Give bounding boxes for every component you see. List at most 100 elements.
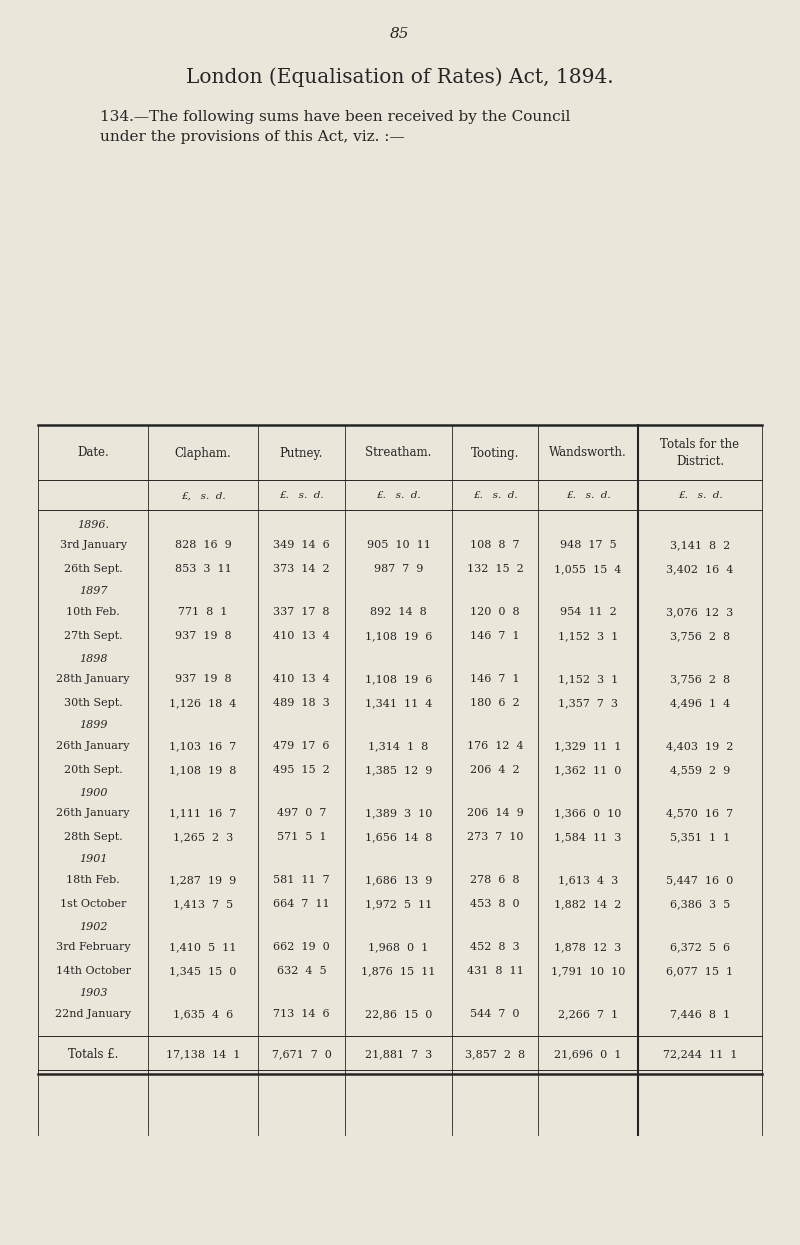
Text: 662  19  0: 662 19 0 xyxy=(273,942,330,952)
Text: 431  8  11: 431 8 11 xyxy=(466,966,523,976)
Text: 1900: 1900 xyxy=(78,788,107,798)
Text: 1,108  19  6: 1,108 19 6 xyxy=(365,674,432,684)
Text: 632  4  5: 632 4 5 xyxy=(277,966,326,976)
Text: 771  8  1: 771 8 1 xyxy=(178,608,228,618)
Text: £.   s.  d.: £. s. d. xyxy=(566,492,610,500)
Text: 1,972  5  11: 1,972 5 11 xyxy=(365,899,432,909)
Text: Putney.: Putney. xyxy=(280,447,323,459)
Text: 1899: 1899 xyxy=(78,721,107,731)
Text: 3,141  8  2: 3,141 8 2 xyxy=(670,540,730,550)
Text: 1st October: 1st October xyxy=(60,899,126,909)
Text: 3rd January: 3rd January xyxy=(59,540,126,550)
Text: 5,447  16  0: 5,447 16 0 xyxy=(666,875,734,885)
Text: 132  15  2: 132 15 2 xyxy=(466,564,523,574)
Text: £,   s.  d.: £, s. d. xyxy=(181,492,226,500)
Text: 497  0  7: 497 0 7 xyxy=(277,808,326,818)
Text: 134.—The following sums have been received by the Council: 134.—The following sums have been receiv… xyxy=(100,110,570,124)
Text: 664  7  11: 664 7 11 xyxy=(273,899,330,909)
Text: 1896.: 1896. xyxy=(77,519,109,529)
Text: 581  11  7: 581 11 7 xyxy=(273,875,330,885)
Text: London (Equalisation of Rates) Act, 1894.: London (Equalisation of Rates) Act, 1894… xyxy=(186,67,614,87)
Text: 3,402  16  4: 3,402 16 4 xyxy=(666,564,734,574)
Text: 1898: 1898 xyxy=(78,654,107,664)
Text: 3,756  2  8: 3,756 2 8 xyxy=(670,631,730,641)
Text: 1,878  12  3: 1,878 12 3 xyxy=(554,942,622,952)
Text: 4,496  1  4: 4,496 1 4 xyxy=(670,698,730,708)
Text: 6,386  3  5: 6,386 3 5 xyxy=(670,899,730,909)
Text: 489  18  3: 489 18 3 xyxy=(273,698,330,708)
Text: 1,287  19  9: 1,287 19 9 xyxy=(170,875,237,885)
Text: £.   s.  d.: £. s. d. xyxy=(279,492,324,500)
Text: 1,385  12  9: 1,385 12 9 xyxy=(365,764,432,774)
Text: 3,756  2  8: 3,756 2 8 xyxy=(670,674,730,684)
Text: 26th January: 26th January xyxy=(56,741,130,751)
Text: 7,671  7  0: 7,671 7 0 xyxy=(271,1050,331,1059)
Text: Tooting.: Tooting. xyxy=(471,447,519,459)
Text: 1,152  3  1: 1,152 3 1 xyxy=(558,631,618,641)
Text: 337  17  8: 337 17 8 xyxy=(274,608,330,618)
Text: 28th January: 28th January xyxy=(56,674,130,684)
Text: 495  15  2: 495 15 2 xyxy=(273,764,330,774)
Text: 21,696  0  1: 21,696 0 1 xyxy=(554,1050,622,1059)
Text: 4,570  16  7: 4,570 16 7 xyxy=(666,808,734,818)
Text: 4,559  2  9: 4,559 2 9 xyxy=(670,764,730,774)
Text: 1,791  10  10: 1,791 10 10 xyxy=(551,966,625,976)
Text: 20th Sept.: 20th Sept. xyxy=(64,764,122,774)
Text: 3rd February: 3rd February xyxy=(56,942,130,952)
Text: 22,86  15  0: 22,86 15 0 xyxy=(365,1008,432,1018)
Text: 410  13  4: 410 13 4 xyxy=(273,631,330,641)
Text: 17,138  14  1: 17,138 14 1 xyxy=(166,1050,240,1059)
Text: 278  6  8: 278 6 8 xyxy=(470,875,520,885)
Text: 1,152  3  1: 1,152 3 1 xyxy=(558,674,618,684)
Text: 206  14  9: 206 14 9 xyxy=(466,808,523,818)
Text: 26th January: 26th January xyxy=(56,808,130,818)
Text: 180  6  2: 180 6 2 xyxy=(470,698,520,708)
Text: 10th Feb.: 10th Feb. xyxy=(66,608,120,618)
Text: 452  8  3: 452 8 3 xyxy=(470,942,520,952)
Text: 349  14  6: 349 14 6 xyxy=(273,540,330,550)
Text: 987  7  9: 987 7 9 xyxy=(374,564,423,574)
Text: Date.: Date. xyxy=(77,447,109,459)
Text: 27th Sept.: 27th Sept. xyxy=(64,631,122,641)
Text: 26th Sept.: 26th Sept. xyxy=(64,564,122,574)
Text: 1,366  0  10: 1,366 0 10 xyxy=(554,808,622,818)
Text: 6,372  5  6: 6,372 5 6 xyxy=(670,942,730,952)
Text: 1,055  15  4: 1,055 15 4 xyxy=(554,564,622,574)
Text: Clapham.: Clapham. xyxy=(174,447,231,459)
Text: £.   s.  d.: £. s. d. xyxy=(473,492,518,500)
Text: 544  7  0: 544 7 0 xyxy=(470,1008,520,1018)
Text: 1,876  15  11: 1,876 15 11 xyxy=(362,966,436,976)
Text: 30th Sept.: 30th Sept. xyxy=(64,698,122,708)
Text: 146  7  1: 146 7 1 xyxy=(470,674,520,684)
Text: 853  3  11: 853 3 11 xyxy=(174,564,231,574)
Text: 206  4  2: 206 4 2 xyxy=(470,764,520,774)
Text: 1903: 1903 xyxy=(78,989,107,998)
Text: 72,244  11  1: 72,244 11 1 xyxy=(663,1050,737,1059)
Text: 948  17  5: 948 17 5 xyxy=(560,540,616,550)
Text: £.   s.  d.: £. s. d. xyxy=(678,492,722,500)
Text: 828  16  9: 828 16 9 xyxy=(174,540,231,550)
Text: under the provisions of this Act, viz. :—: under the provisions of this Act, viz. :… xyxy=(100,129,405,144)
Text: 1,265  2  3: 1,265 2 3 xyxy=(173,832,233,842)
Text: 1,329  11  1: 1,329 11 1 xyxy=(554,741,622,751)
Text: Totals £.: Totals £. xyxy=(68,1047,118,1061)
Text: 14th October: 14th October xyxy=(55,966,130,976)
Text: 1,108  19  6: 1,108 19 6 xyxy=(365,631,432,641)
Text: 1,345  15  0: 1,345 15 0 xyxy=(170,966,237,976)
Text: Wandsworth.: Wandsworth. xyxy=(549,447,627,459)
Text: 892  14  8: 892 14 8 xyxy=(370,608,427,618)
Text: 21,881  7  3: 21,881 7 3 xyxy=(365,1050,432,1059)
Text: 7,446  8  1: 7,446 8 1 xyxy=(670,1008,730,1018)
Text: 1,686  13  9: 1,686 13 9 xyxy=(365,875,432,885)
Text: 5,351  1  1: 5,351 1 1 xyxy=(670,832,730,842)
Text: 1,968  0  1: 1,968 0 1 xyxy=(368,942,429,952)
Text: 18th Feb.: 18th Feb. xyxy=(66,875,120,885)
Text: Streatham.: Streatham. xyxy=(366,447,432,459)
Text: 1,410  5  11: 1,410 5 11 xyxy=(170,942,237,952)
Text: 954  11  2: 954 11 2 xyxy=(560,608,616,618)
Text: 1,341  11  4: 1,341 11 4 xyxy=(365,698,432,708)
Text: 1,103  16  7: 1,103 16 7 xyxy=(170,741,237,751)
Text: 571  5  1: 571 5 1 xyxy=(277,832,326,842)
Text: 1,613  4  3: 1,613 4 3 xyxy=(558,875,618,885)
Text: 410  13  4: 410 13 4 xyxy=(273,674,330,684)
